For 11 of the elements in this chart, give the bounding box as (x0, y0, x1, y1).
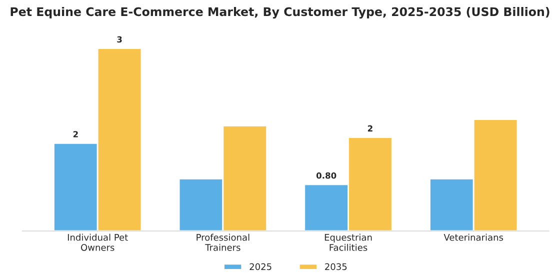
x-tick-label: Veterinarians (444, 234, 504, 241)
chart-title: Pet Equine Care E-Commerce Market, By Customer Type, 2025-2035 (USD Billion) (10, 7, 550, 19)
x-tick-label: Individual Pet Owners (68, 234, 128, 251)
x-tick-label: Equestrian Facilities (324, 234, 372, 251)
legend-label: 2025 (250, 263, 272, 270)
legend-label: 2035 (325, 263, 347, 270)
data-label: 3 (117, 36, 122, 43)
x-tick-label: Professional Trainers (196, 234, 250, 251)
data-label: 2 (73, 131, 78, 138)
data-label: 0.80 (316, 172, 336, 179)
data-label: 2 (368, 125, 372, 132)
